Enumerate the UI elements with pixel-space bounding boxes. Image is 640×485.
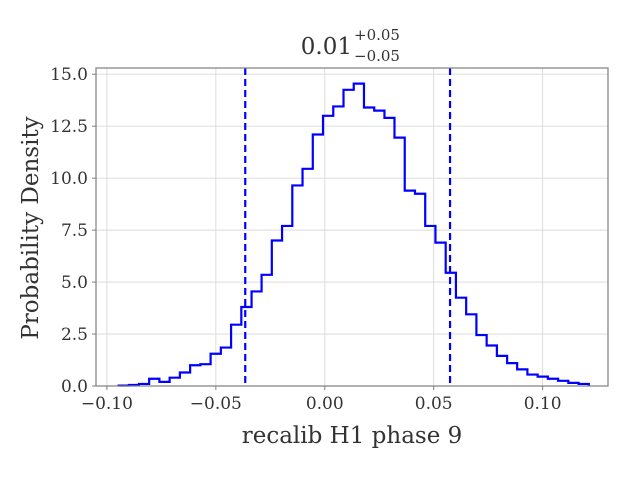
y-tick-label: 0.0 <box>61 377 88 397</box>
histogram-bin <box>272 241 282 386</box>
histogram-bin <box>323 116 333 386</box>
histogram-bin <box>476 335 486 386</box>
histogram-bin <box>221 348 231 386</box>
x-tick-label: 0.00 <box>306 394 344 414</box>
histogram-bin <box>435 243 445 386</box>
histogram-bin <box>374 111 384 386</box>
y-tick-label: 12.5 <box>50 117 88 137</box>
histogram-bin <box>190 365 200 386</box>
histogram-bin <box>180 372 190 386</box>
histogram-bin <box>487 345 497 386</box>
histogram-bin <box>538 377 548 386</box>
histogram-bin <box>405 191 415 386</box>
histogram-bin <box>303 169 313 386</box>
histogram-bin <box>384 118 394 386</box>
y-tick-label: 2.5 <box>61 325 88 345</box>
histogram-bin <box>241 307 251 386</box>
histogram-bin <box>292 185 302 386</box>
histogram-bin <box>159 382 169 386</box>
histogram-bin <box>415 194 425 386</box>
histogram-bin <box>200 364 210 386</box>
y-tick-label: 10.0 <box>50 169 88 189</box>
histogram-bin <box>313 135 323 386</box>
y-tick-label: 7.5 <box>61 221 88 241</box>
histogram-bin <box>231 325 241 386</box>
histogram-bin <box>344 90 354 386</box>
histogram-bin <box>354 84 364 386</box>
x-tick-label: −0.05 <box>190 394 242 414</box>
y-axis-ticks: 0.0 2.5 5.0 7.5 10.0 12.5 15.0 <box>50 65 96 397</box>
histogram-bin <box>548 379 558 386</box>
chart-title-lower-error: −0.05 <box>354 47 400 65</box>
x-tick-label: 0.05 <box>415 394 453 414</box>
histogram-bin <box>262 275 272 386</box>
histogram-bin <box>517 369 527 386</box>
histogram-bin <box>558 381 568 386</box>
histogram-bin <box>252 291 262 386</box>
x-tick-label: −0.10 <box>81 394 133 414</box>
histogram-bin <box>333 106 343 386</box>
x-axis-label: recalib H1 phase 9 <box>242 423 463 449</box>
x-tick-label: 0.10 <box>524 394 562 414</box>
histogram-bin <box>394 138 404 386</box>
y-tick-label: 5.0 <box>61 273 88 293</box>
histogram-bin <box>364 107 374 386</box>
histogram-bin <box>170 378 180 386</box>
histogram-bin <box>282 226 292 386</box>
histogram-bin <box>466 314 476 386</box>
histogram-bin <box>527 375 537 386</box>
histogram-bin <box>149 379 159 386</box>
histogram-bin <box>507 363 517 386</box>
histogram-bin <box>456 298 466 386</box>
x-axis-ticks: −0.10 −0.05 0.00 0.05 0.10 <box>81 386 562 414</box>
histogram-bin <box>425 226 435 386</box>
chart-title-upper-error: +0.05 <box>354 26 400 44</box>
histogram-bin <box>211 354 221 386</box>
chart-title: 0.01 <box>301 34 352 60</box>
y-axis-label: Probability Density <box>18 116 44 339</box>
y-tick-label: 15.0 <box>50 65 88 85</box>
histogram-bin <box>497 356 507 386</box>
